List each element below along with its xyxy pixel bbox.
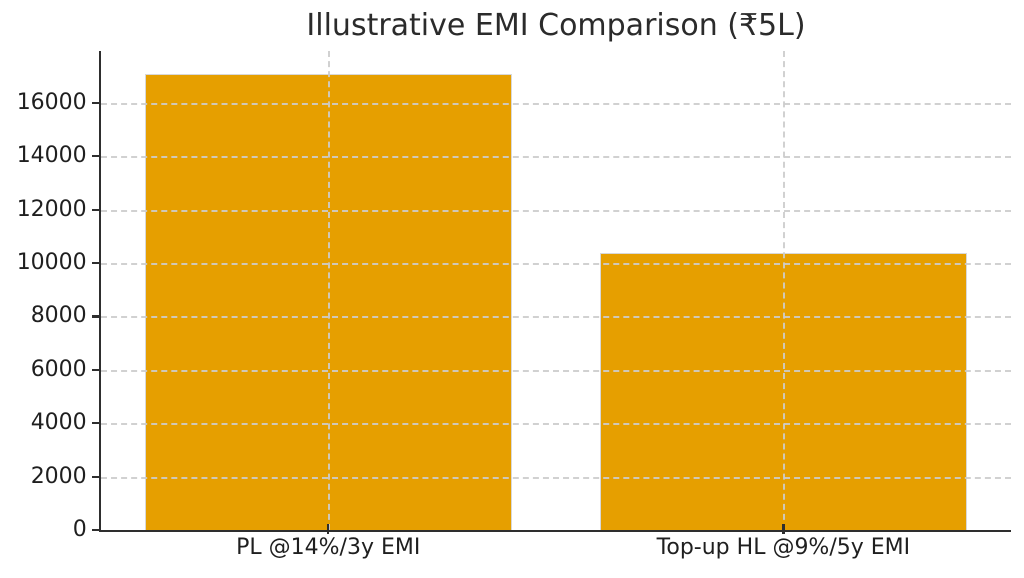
gridline-y-16000 [100,102,1011,105]
y-tick-label-10000: 10000 [16,249,87,275]
x-tick-label-0: PL @14%/3y EMI [236,534,421,560]
gridline-x-category-1 [783,50,786,530]
gridline-y-14000 [100,156,1011,159]
y-tick-mark [91,368,101,371]
x-tick-mark [782,523,785,534]
y-tick-label-2000: 2000 [30,463,87,489]
plot-area: 0 2000 4000 6000 8000 10000 12000 14000 16000 PL … [17,50,1011,558]
y-tick-label-6000: 6000 [30,356,87,382]
y-tick-mark [91,261,101,265]
y-axis-spine [98,50,101,532]
gridline-y-10000 [100,262,1011,265]
y-tick-mark [91,155,101,158]
gridline-x-category-0 [328,50,331,530]
y-tick-label-12000: 12000 [16,196,87,222]
y-tick-mark [91,101,101,104]
gridline-y-8000 [100,316,1011,319]
chart-title: Illustrative EMI Comparison (₹5L) [306,8,806,43]
y-tick-mark [91,422,101,425]
y-tick-label-8000: 8000 [30,303,87,329]
x-axis-spine [98,529,1011,532]
y-tick-mark [91,528,101,532]
gridline-y-12000 [100,209,1011,212]
y-tick-label-16000: 16000 [16,89,87,115]
x-tick-mark [327,523,330,534]
x-tick-label-1: Top-up HL @9%/5y EMI [656,534,911,560]
y-tick-mark [91,315,101,318]
y-tick-mark [91,475,101,478]
gridline-y-2000 [100,476,1011,479]
y-tick-label-14000: 14000 [16,143,87,169]
gridline-y-6000 [100,369,1011,372]
gridline-y-4000 [100,423,1011,426]
y-tick-label-4000: 4000 [30,410,87,436]
y-tick-label-0: 0 [72,516,87,542]
y-tick-mark [91,208,101,211]
